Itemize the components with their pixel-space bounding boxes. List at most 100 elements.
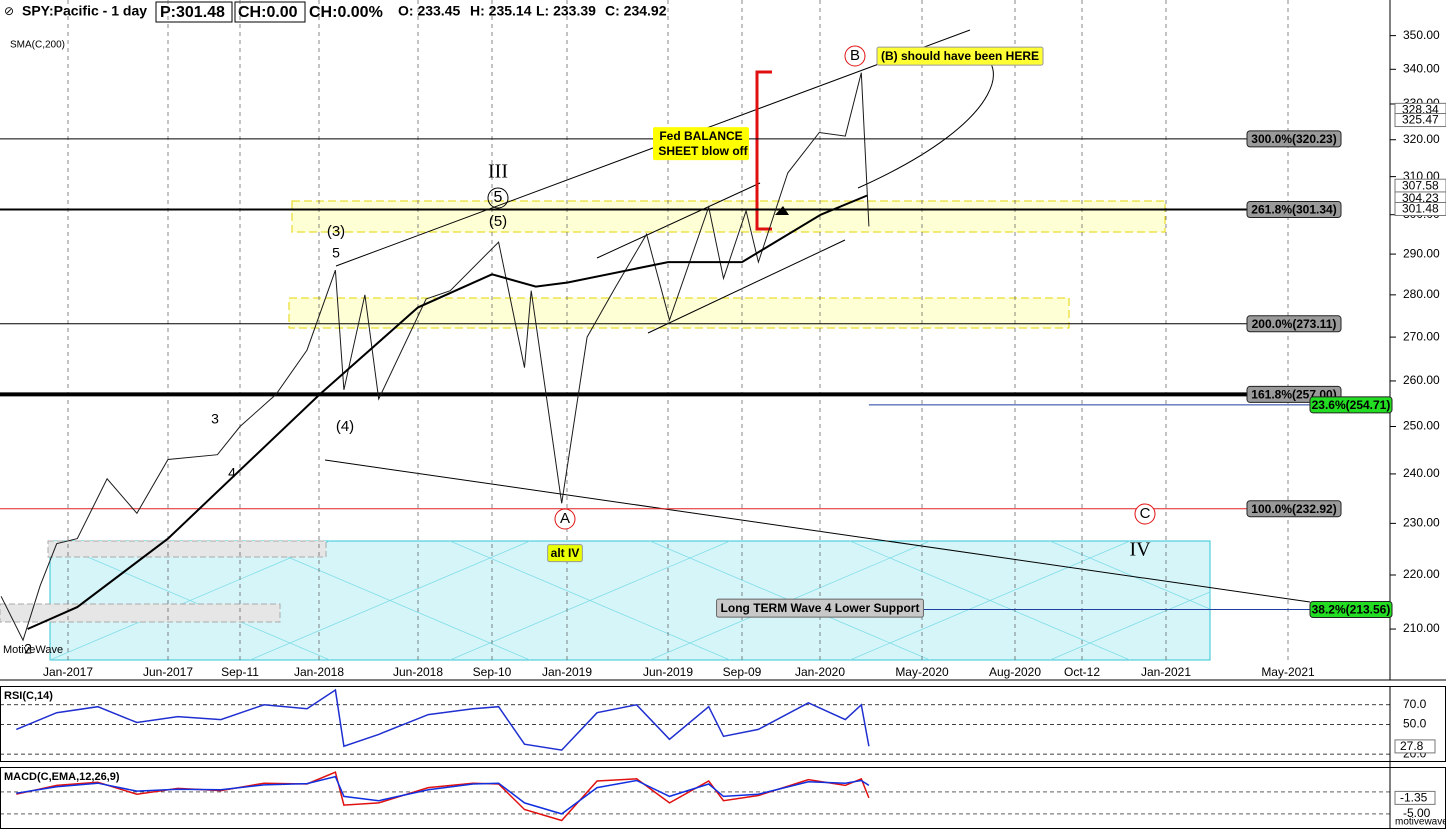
y-tick-label: 290.00 [1403,246,1440,260]
level-label: 100.0%(232.92) [1251,502,1336,516]
value-marker: 27.8 [1400,739,1424,753]
label-box [653,142,749,161]
wave-circle [844,45,866,67]
annotation: 4 [228,465,236,481]
y-tick-label: 350.00 [1403,28,1440,42]
x-tick-label: Sep-10 [473,665,512,679]
y-tick-label: 340.00 [1403,61,1440,75]
annotation: (4) [336,418,354,435]
label-box [716,598,924,618]
price-marker: 304.23 [1402,191,1439,205]
high: H: 235.14 [470,3,532,19]
price-line [27,194,868,630]
y-tick-label: 220.00 [1403,567,1440,581]
close: C: 234.92 [605,3,667,19]
level-box [1309,601,1393,619]
annotation: (3) [327,223,345,240]
annotation: 5 [332,245,340,261]
indicator-line [16,775,870,815]
label-box [547,544,583,563]
price-marker: 328.34 [1402,103,1439,117]
gray-zone [0,603,281,623]
level-box [1246,315,1342,333]
price-marker-box [1394,113,1446,128]
level-label: 23.6%(254.71) [1312,398,1391,412]
price: P:301.48 [160,4,225,21]
annotation: IV [1129,539,1151,561]
x-tick-label: Aug-2020 [989,665,1041,679]
change-box [234,1,306,23]
annotation: Long TERM Wave 4 Lower Support [721,601,920,615]
level-box [1309,396,1393,414]
price-marker-box [1394,201,1446,216]
panel-title: RSI(C,14) [4,690,53,702]
open: O: 233.45 [398,3,460,19]
low: L: 233.39 [536,3,596,19]
link-icon: ⊘ [4,4,14,18]
x-tick-label: Jun-2018 [393,665,443,679]
label-box [876,46,1044,66]
y-tick-label: 210.00 [1403,621,1440,635]
value-marker: -1.35 [1400,791,1428,805]
y-tick-label: 240.00 [1403,466,1440,480]
footer: motivewave.com [1395,817,1446,828]
x-tick-label: Jan-2020 [795,665,845,679]
x-tick-label: Jan-2018 [294,665,344,679]
y-tick-label: 270.00 [1403,329,1440,343]
wave-circle [1134,503,1156,525]
y-tick-label: 250.00 [1403,419,1440,433]
annotation: 3 [211,411,219,427]
level-box [1246,130,1342,148]
x-tick-label: Oct-12 [1064,665,1100,679]
price-marker: 325.47 [1402,113,1439,127]
annotation: C [1140,505,1151,522]
x-tick-label: Jun-2019 [643,665,693,679]
indicator-line [16,688,870,751]
level-label: 200.0%(273.11) [1252,317,1337,331]
value-marker-box [1394,790,1436,805]
price-box [155,1,233,23]
target-zone [291,200,1166,233]
x-tick-label: May-2020 [895,665,949,679]
label-box [653,127,749,146]
bracket [755,70,772,231]
y-tick-label: -5.00 [1403,806,1431,820]
y-tick-label: 70.0 [1403,697,1427,711]
x-tick-label: Jan-2019 [542,665,592,679]
annotation: Fed BALANCE [659,129,742,143]
price-marker: 301.48 [1402,202,1439,216]
annotation: III [488,161,508,183]
x-tick-label: Sep-11 [221,665,259,679]
wave-circle [554,508,576,530]
level-label: 38.2%(213.56) [1312,603,1391,617]
level-box [1246,201,1342,219]
symbol: SPY:Pacific - 1 day [22,3,147,19]
annotation: SMA(C,200) [10,40,65,51]
y-tick-label: 320.00 [1403,132,1440,146]
change: CH:0.00 [238,4,298,21]
annotation: 2 [24,641,32,657]
y-tick-label: 230.00 [1403,516,1440,530]
level-box [1246,500,1342,518]
value-marker-box [1394,739,1436,754]
gray-zone [47,540,327,558]
annotation: A [560,510,570,527]
annotation: SHEET blow off [658,144,748,158]
annotation: (5) [489,213,507,230]
panel-title: MACD(C,EMA,12,26,9) [4,771,120,783]
annotation: alt IV [551,546,580,560]
annotation: (B) should have been HERE [881,49,1039,63]
x-tick-label: Jan-2021 [1141,665,1191,679]
y-tick-label: 50.0 [1403,717,1427,731]
x-tick-label: May-2021 [1261,665,1315,679]
y-tick-label: 280.00 [1403,287,1440,301]
annotation: B [850,47,860,64]
y-tick-label: 260.00 [1403,373,1440,387]
support-zone [49,540,1211,661]
change-pct: CH:0.00% [309,4,383,21]
x-tick-label: Sep-09 [723,665,762,679]
level-label: 300.0%(320.23) [1251,132,1336,146]
wave-circle [487,187,509,209]
price-marker: 307.58 [1402,178,1439,192]
